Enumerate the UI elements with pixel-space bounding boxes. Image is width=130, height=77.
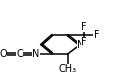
Text: N: N (77, 40, 85, 50)
Text: C: C (16, 49, 23, 59)
Text: F: F (81, 22, 87, 32)
Text: F: F (94, 30, 99, 40)
Text: CH₃: CH₃ (59, 64, 77, 74)
Text: F: F (81, 37, 87, 47)
Text: N: N (32, 49, 39, 59)
Text: O: O (0, 49, 7, 59)
